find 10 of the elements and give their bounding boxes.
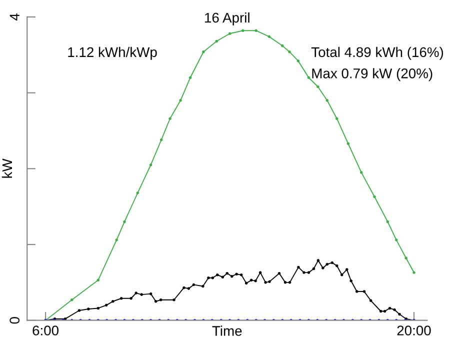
x-tick-label: 20:00	[397, 326, 431, 336]
x-axis-title: Time	[212, 326, 242, 336]
annotation: Total 4.89 kWh (16%)	[311, 46, 444, 60]
annotation: 1.12 kWh/kWp	[68, 46, 157, 60]
y-axis-title: kW	[2, 158, 12, 178]
y-tick-label: 0	[10, 317, 20, 324]
y-tick-label: 4	[10, 13, 20, 20]
chart-title: 16 April	[205, 12, 250, 26]
annotation: Max 0.79 kW (20%)	[312, 68, 432, 82]
x-tick-label: 6:00	[32, 326, 59, 336]
